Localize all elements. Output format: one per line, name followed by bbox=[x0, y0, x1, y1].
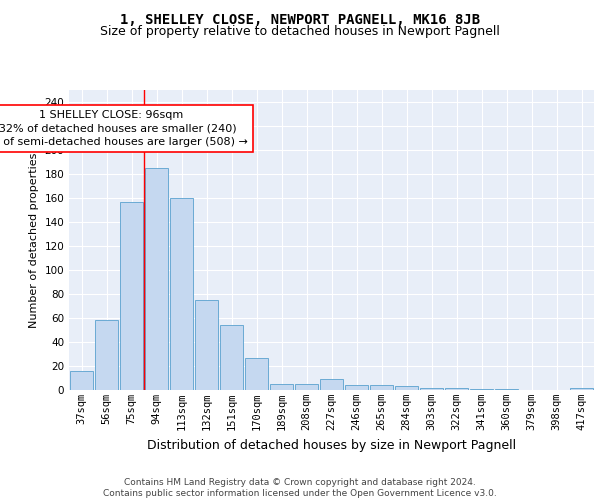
Text: Size of property relative to detached houses in Newport Pagnell: Size of property relative to detached ho… bbox=[100, 25, 500, 38]
Text: 1 SHELLEY CLOSE: 96sqm
← 32% of detached houses are smaller (240)
67% of semi-de: 1 SHELLEY CLOSE: 96sqm ← 32% of detached… bbox=[0, 110, 248, 147]
X-axis label: Distribution of detached houses by size in Newport Pagnell: Distribution of detached houses by size … bbox=[147, 438, 516, 452]
Bar bbox=[220, 325, 244, 390]
Text: Contains HM Land Registry data © Crown copyright and database right 2024.
Contai: Contains HM Land Registry data © Crown c… bbox=[103, 478, 497, 498]
Bar bbox=[370, 385, 394, 390]
Bar bbox=[295, 384, 319, 390]
Bar bbox=[194, 300, 218, 390]
Bar bbox=[470, 389, 493, 390]
Bar bbox=[344, 385, 368, 390]
Bar bbox=[170, 198, 193, 390]
Bar bbox=[269, 384, 293, 390]
Bar bbox=[70, 371, 94, 390]
Bar bbox=[95, 320, 118, 390]
Bar bbox=[494, 389, 518, 390]
Text: 1, SHELLEY CLOSE, NEWPORT PAGNELL, MK16 8JB: 1, SHELLEY CLOSE, NEWPORT PAGNELL, MK16 … bbox=[120, 12, 480, 26]
Bar bbox=[445, 388, 469, 390]
Bar bbox=[245, 358, 268, 390]
Bar bbox=[145, 168, 169, 390]
Y-axis label: Number of detached properties: Number of detached properties bbox=[29, 152, 39, 328]
Bar bbox=[395, 386, 418, 390]
Bar bbox=[320, 379, 343, 390]
Bar bbox=[119, 202, 143, 390]
Bar bbox=[569, 388, 593, 390]
Bar bbox=[419, 388, 443, 390]
